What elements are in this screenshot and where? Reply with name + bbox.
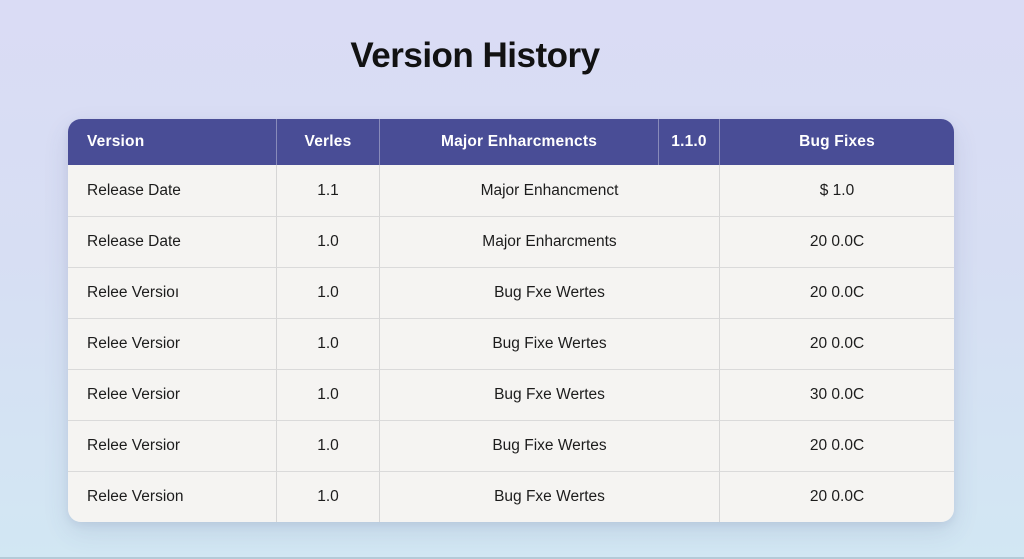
cell-enhancements: Major Enhancmenct [380, 165, 720, 216]
table-row: Relee Versior 1.0 Bug Fixe Wertes 20 0.0… [68, 318, 954, 369]
header-cell-bug-fixes: Bug Fixes [720, 119, 954, 165]
cell-bug-fixes: 20 0.0C [720, 267, 954, 318]
cell-bug-fixes: 20 0.0C [720, 471, 954, 522]
cell-verles: 1.0 [277, 369, 380, 420]
cell-verles: 1.0 [277, 471, 380, 522]
table-row: Relee Versior 1.0 Bug Fixe Wertes 20 0.0… [68, 420, 954, 471]
page-title: Version History [350, 36, 600, 75]
cell-bug-fixes: 20 0.0C [720, 420, 954, 471]
cell-version: Relee Versior [68, 318, 277, 369]
cell-version: Relee Versior [68, 369, 277, 420]
cell-verles: 1.0 [277, 318, 380, 369]
cell-verles: 1.0 [277, 420, 380, 471]
cell-enhancements: Bug Fxe Wertes [380, 267, 720, 318]
header-cell-version: Version [68, 119, 277, 165]
header-cell-major-enhancements: Major Enharcmencts [380, 119, 659, 165]
cell-bug-fixes: $ 1.0 [720, 165, 954, 216]
header-cell-version-number: 1.1.0 [659, 119, 720, 165]
cell-version: Release Date [68, 165, 277, 216]
cell-enhancements: Bug Fxe Wertes [380, 471, 720, 522]
cell-enhancements: Bug Fixe Wertes [380, 420, 720, 471]
table-row: Release Date 1.0 Major Enharcments 20 0.… [68, 216, 954, 267]
cell-bug-fixes: 20 0.0C [720, 216, 954, 267]
cell-version: Relee Versior [68, 420, 277, 471]
table-body: Release Date 1.1 Major Enhancmenct $ 1.0… [68, 165, 954, 522]
cell-version: Relee Version [68, 471, 277, 522]
table-header-row: Version Verles Major Enharcmencts 1.1.0 … [68, 119, 954, 165]
cell-verles: 1.0 [277, 216, 380, 267]
table-row: Relee Version 1.0 Bug Fxe Wertes 20 0.0C [68, 471, 954, 522]
cell-enhancements: Bug Fxe Wertes [380, 369, 720, 420]
cell-version: Relee Versioı [68, 267, 277, 318]
table-row: Relee Versior 1.0 Bug Fxe Wertes 30 0.0C [68, 369, 954, 420]
bottom-edge-divider [0, 557, 1024, 559]
table-row: Release Date 1.1 Major Enhancmenct $ 1.0 [68, 165, 954, 216]
cell-enhancements: Bug Fixe Wertes [380, 318, 720, 369]
cell-version: Release Date [68, 216, 277, 267]
cell-verles: 1.0 [277, 267, 380, 318]
cell-bug-fixes: 30 0.0C [720, 369, 954, 420]
data-table: Version Verles Major Enharcmencts 1.1.0 … [68, 119, 954, 522]
version-history-table: Version Verles Major Enharcmencts 1.1.0 … [68, 119, 954, 522]
cell-enhancements: Major Enharcments [380, 216, 720, 267]
cell-bug-fixes: 20 0.0C [720, 318, 954, 369]
cell-verles: 1.1 [277, 165, 380, 216]
header-cell-verles: Verles [277, 119, 380, 165]
table-header: Version Verles Major Enharcmencts 1.1.0 … [68, 119, 954, 165]
table-row: Relee Versioı 1.0 Bug Fxe Wertes 20 0.0C [68, 267, 954, 318]
